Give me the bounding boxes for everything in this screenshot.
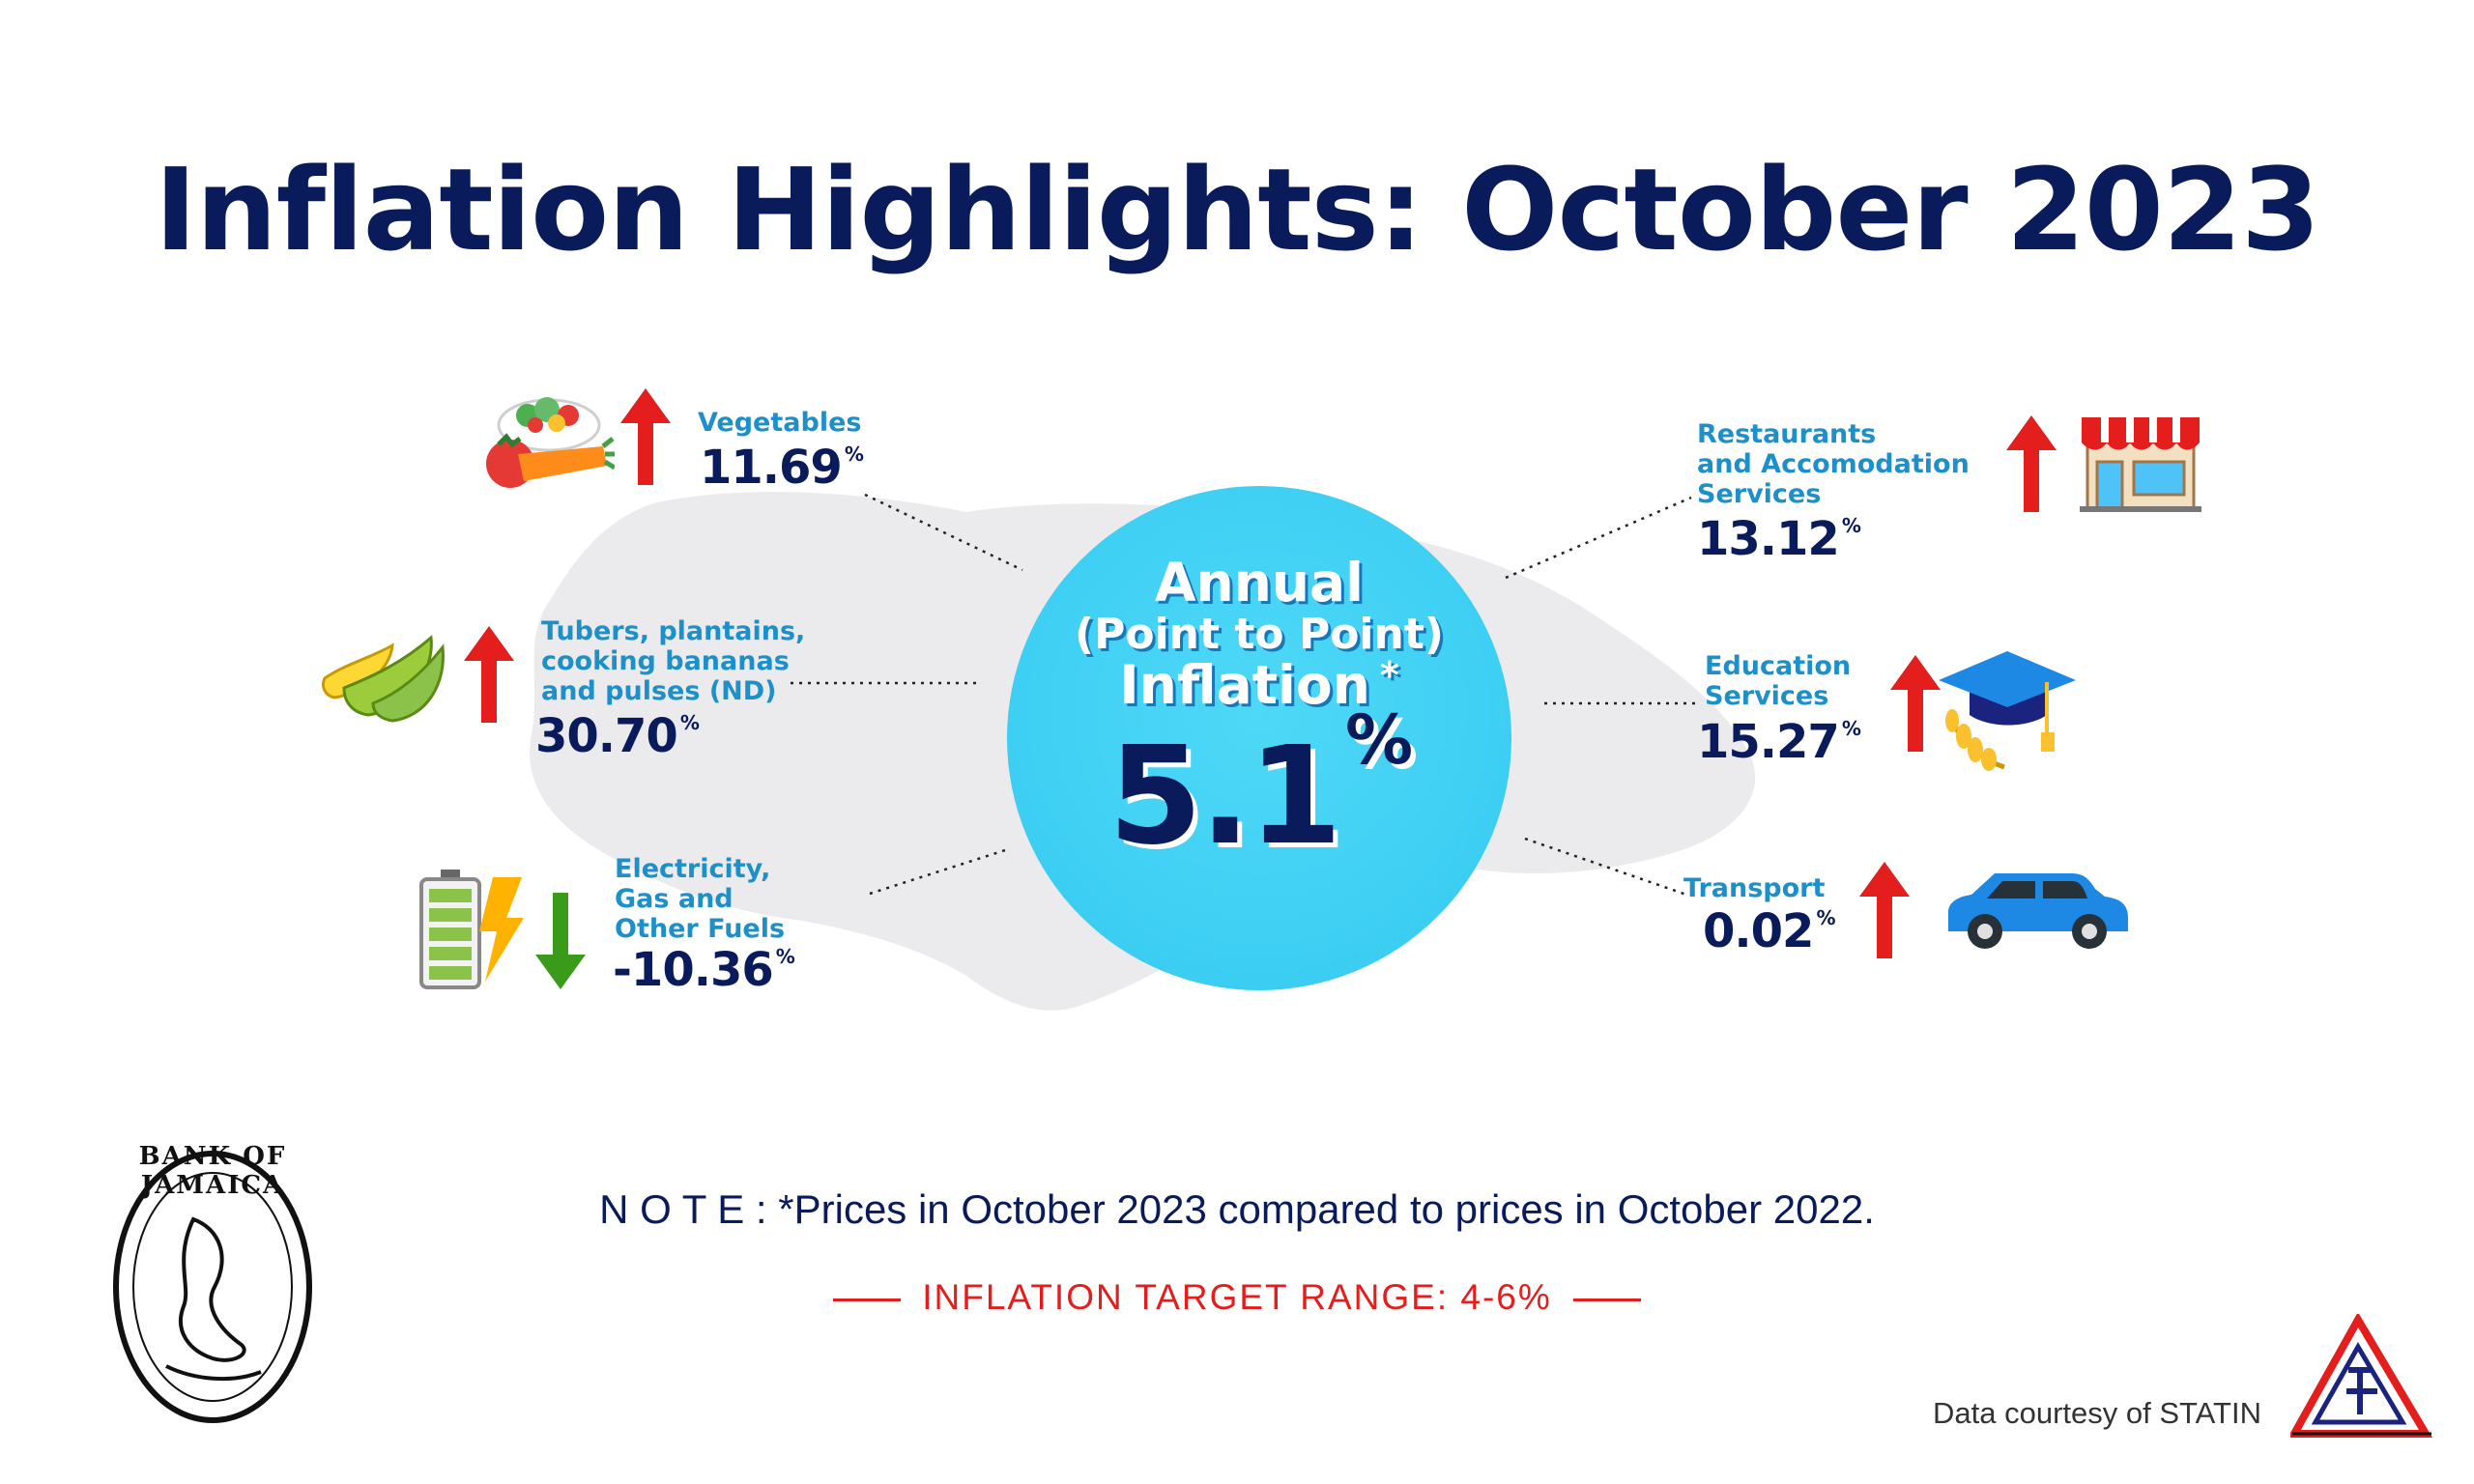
target-rule-right <box>1572 1298 1641 1301</box>
circle-line-annual: Annual <box>1155 552 1364 614</box>
transport-value: 0.02% <box>1703 904 1835 958</box>
transport-label: Transport <box>1683 873 1825 903</box>
restaurants-value: 13.12% <box>1697 512 1861 566</box>
target-rule-left <box>833 1298 902 1301</box>
tubers-unit: % <box>679 711 700 734</box>
tubers-number: 30.70 <box>535 709 678 763</box>
up-arrow-icon <box>2006 415 2057 512</box>
connector-restaurants <box>1505 496 1692 580</box>
vegetables-label: Vegetables <box>698 408 861 438</box>
restaurants-label: Restaurants and Accomodation Services <box>1697 419 1970 509</box>
note-text: N O T E : *Prices in October 2023 compar… <box>599 1186 1875 1232</box>
vegetables-number: 11.69 <box>700 441 843 495</box>
up-arrow-icon <box>1859 862 1910 958</box>
battery-icon <box>419 870 481 989</box>
up-arrow-icon <box>620 388 671 485</box>
electricity-label-line-1: Electricity, <box>615 854 771 884</box>
electricity-label-line-2: Gas and <box>615 884 734 914</box>
electricity-value: -10.36% <box>613 943 795 997</box>
up-arrow-icon <box>464 626 514 723</box>
tubers-label: Tubers, plantains, cooking bananas and p… <box>541 616 805 706</box>
annual-inflation-value: 5.1% <box>1007 700 1511 875</box>
down-arrow-icon <box>535 893 586 989</box>
electricity-unit: % <box>775 945 795 968</box>
connector-transport <box>1524 837 1690 898</box>
vegetables-icon <box>486 397 615 488</box>
restaurant-icon <box>2080 417 2201 512</box>
connector-electricity <box>869 848 1006 896</box>
transport-unit: % <box>1816 906 1835 929</box>
inflation-target-range: INFLATION TARGET RANGE: 4-6% <box>0 1277 2474 1318</box>
bank-of-jamaica-logo <box>113 1151 312 1423</box>
up-arrow-icon <box>1890 655 1941 752</box>
annual-inflation-unit: % <box>1344 700 1413 780</box>
electricity-label-line-3: Other Fuels <box>615 914 786 944</box>
graduation-cap-icon <box>1939 651 2076 771</box>
education-number: 15.27 <box>1697 715 1840 769</box>
tubers-label-line-2: cooking bananas <box>541 646 790 676</box>
inflation-word: Inflation <box>1119 654 1370 716</box>
tubers-label-line-3: and pulses (ND) <box>541 676 777 706</box>
education-label-line-2: Services <box>1705 681 1829 711</box>
asterisk: * <box>1379 654 1399 697</box>
education-label-line-1: Education <box>1705 651 1852 681</box>
connector-vegetables <box>864 493 1023 572</box>
restaurants-label-line-2: and Accomodation <box>1697 449 1970 479</box>
car-icon <box>1948 873 2128 949</box>
annual-inflation-number: 5.1 <box>1108 718 1342 875</box>
education-unit: % <box>1841 717 1861 740</box>
transport-label-line: Transport <box>1683 873 1826 903</box>
statin-logo <box>2290 1314 2433 1438</box>
electricity-label: Electricity, Gas and Other Fuels <box>615 854 785 944</box>
tubers-value: 30.70% <box>535 709 700 763</box>
restaurants-unit: % <box>1841 514 1861 537</box>
lightning-bolt-icon <box>479 877 524 982</box>
electricity-number: -10.36 <box>613 943 774 997</box>
data-courtesy: Data courtesy of STATIN <box>1933 1396 2261 1430</box>
restaurants-number: 13.12 <box>1697 512 1840 566</box>
circle-line-inflation: Inflation * <box>1007 654 1511 716</box>
restaurants-label-line-1: Restaurants <box>1697 419 1877 449</box>
circle-line-point-to-point: (Point to Point) <box>1075 610 1444 659</box>
transport-number: 0.02 <box>1703 904 1814 958</box>
tubers-label-line-1: Tubers, plantains, <box>541 616 806 646</box>
bananas-icon <box>321 635 445 723</box>
annual-inflation-circle: Annual (Point to Point) Inflation * 5.1% <box>1007 486 1511 990</box>
vegetables-value: 11.69% <box>700 441 864 495</box>
education-value: 15.27% <box>1697 715 1861 769</box>
vegetables-label-line: Vegetables <box>698 408 862 438</box>
vegetables-unit: % <box>844 442 864 466</box>
restaurants-label-line-3: Services <box>1697 479 1822 509</box>
education-label: Education Services <box>1705 651 1851 711</box>
bank-logo-text: BANK OF JAMAICA <box>138 1142 287 1200</box>
page-title: Inflation Highlights: October 2023 <box>154 143 2320 276</box>
target-text: INFLATION TARGET RANGE: 4-6% <box>922 1277 1552 1317</box>
